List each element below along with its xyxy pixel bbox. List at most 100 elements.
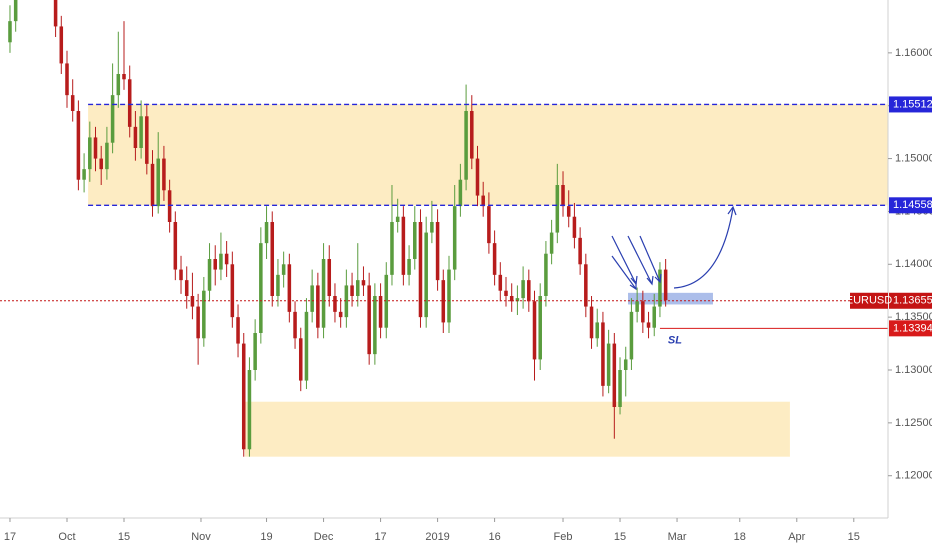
candle-body <box>224 253 229 265</box>
candle-body <box>247 370 252 450</box>
zone <box>244 401 790 457</box>
candle-body <box>481 195 485 207</box>
candle-body <box>589 306 594 339</box>
candle-body <box>355 280 360 296</box>
candle-body <box>470 111 474 159</box>
candle-body <box>53 0 58 27</box>
candle-body <box>378 296 383 328</box>
y-tick-label: 1.15000 <box>895 152 932 164</box>
candle-body <box>156 158 160 207</box>
candle-body <box>139 116 143 148</box>
arrow-head <box>629 281 637 291</box>
candle-body <box>458 179 463 207</box>
candle-body <box>572 216 577 238</box>
candle-body <box>184 280 189 296</box>
candle-body <box>623 359 628 370</box>
y-tick-label: 1.13000 <box>895 364 932 376</box>
candle-body <box>70 95 75 111</box>
symbol-tag-label: EURUSD <box>846 295 893 307</box>
y-tick-label: 1.16000 <box>895 47 932 59</box>
candle-body <box>413 222 417 259</box>
candle-body <box>304 311 309 381</box>
candle-body <box>190 296 195 307</box>
price-tag <box>889 292 932 309</box>
candle-body <box>566 206 571 217</box>
candle-body <box>601 322 605 386</box>
candle-body <box>527 280 531 302</box>
x-tick-label: 18 <box>734 531 746 543</box>
candle-body <box>276 274 280 296</box>
candle-body <box>287 264 292 312</box>
plot-area <box>0 0 888 457</box>
arrow <box>611 255 637 290</box>
arrow <box>673 207 734 289</box>
candle-body <box>13 0 18 22</box>
arrow <box>611 235 637 285</box>
x-tick-label: Dec <box>314 531 334 543</box>
candle-body <box>219 253 223 270</box>
candle-body <box>321 259 326 328</box>
candle-body <box>635 301 639 312</box>
x-tick-label: 15 <box>614 531 626 543</box>
candle-body <box>475 158 480 196</box>
axes: 17 Oct 15 Nov 19 Dec 17 2019 16 Feb 15 Mar 18 Apr 15 1.… <box>4 47 932 543</box>
price-tag <box>889 320 932 337</box>
candle-body <box>555 185 560 233</box>
y-tick-label: 1.13500 <box>895 311 932 323</box>
candle-body <box>498 274 503 291</box>
candle-body <box>390 222 394 275</box>
candle-body <box>310 285 314 312</box>
price-tag-label: 1.15512 <box>893 98 932 110</box>
candle-body <box>93 137 98 159</box>
candle-body <box>578 237 582 265</box>
candle-body <box>162 158 166 191</box>
candle-body <box>241 343 246 450</box>
candle-body <box>236 317 240 344</box>
candle-body <box>504 290 508 296</box>
candle-body <box>196 306 200 339</box>
x-tick-label: Nov <box>191 531 211 543</box>
candle-body <box>538 296 542 360</box>
y-tick-label: 1.12500 <box>895 417 932 429</box>
arrow-head <box>654 273 662 284</box>
candle-body <box>646 322 651 328</box>
y-tick-label: 1.14000 <box>895 258 932 270</box>
candle-body <box>150 163 155 207</box>
candle-body <box>595 322 599 339</box>
candle-body <box>663 269 668 301</box>
candle-body <box>606 343 611 386</box>
candle-body <box>145 116 149 164</box>
arrow <box>639 235 661 283</box>
candle-body <box>333 296 337 312</box>
y-tick-label: 1.12000 <box>895 470 932 482</box>
zone <box>628 292 713 305</box>
candle-body <box>464 111 468 180</box>
candle-body <box>338 311 343 318</box>
candle-body <box>652 306 657 328</box>
price-tag-label: 1.13655 <box>893 295 932 307</box>
price-tag <box>889 197 932 214</box>
price-tag-label: 1.13394 <box>893 322 932 334</box>
candle-body <box>110 95 115 143</box>
candle-body <box>452 206 457 270</box>
candle-body <box>293 311 297 339</box>
candle-body <box>418 222 423 318</box>
candle-body <box>544 253 548 296</box>
arrow-head <box>727 205 737 216</box>
candle-body <box>641 301 645 323</box>
candle-body <box>59 26 64 64</box>
candle-body <box>202 290 206 339</box>
candle-body <box>207 259 212 291</box>
candle-body <box>401 216 406 275</box>
candle-body <box>65 63 69 96</box>
candle-body <box>179 269 183 281</box>
candle-body <box>133 126 138 148</box>
candle-body <box>173 222 178 270</box>
candle-body <box>549 232 554 254</box>
x-tick-label: 17 <box>4 531 16 543</box>
candle-body <box>373 296 377 355</box>
candle-body <box>270 222 275 296</box>
arrow-head <box>646 275 654 286</box>
zone <box>88 104 888 206</box>
